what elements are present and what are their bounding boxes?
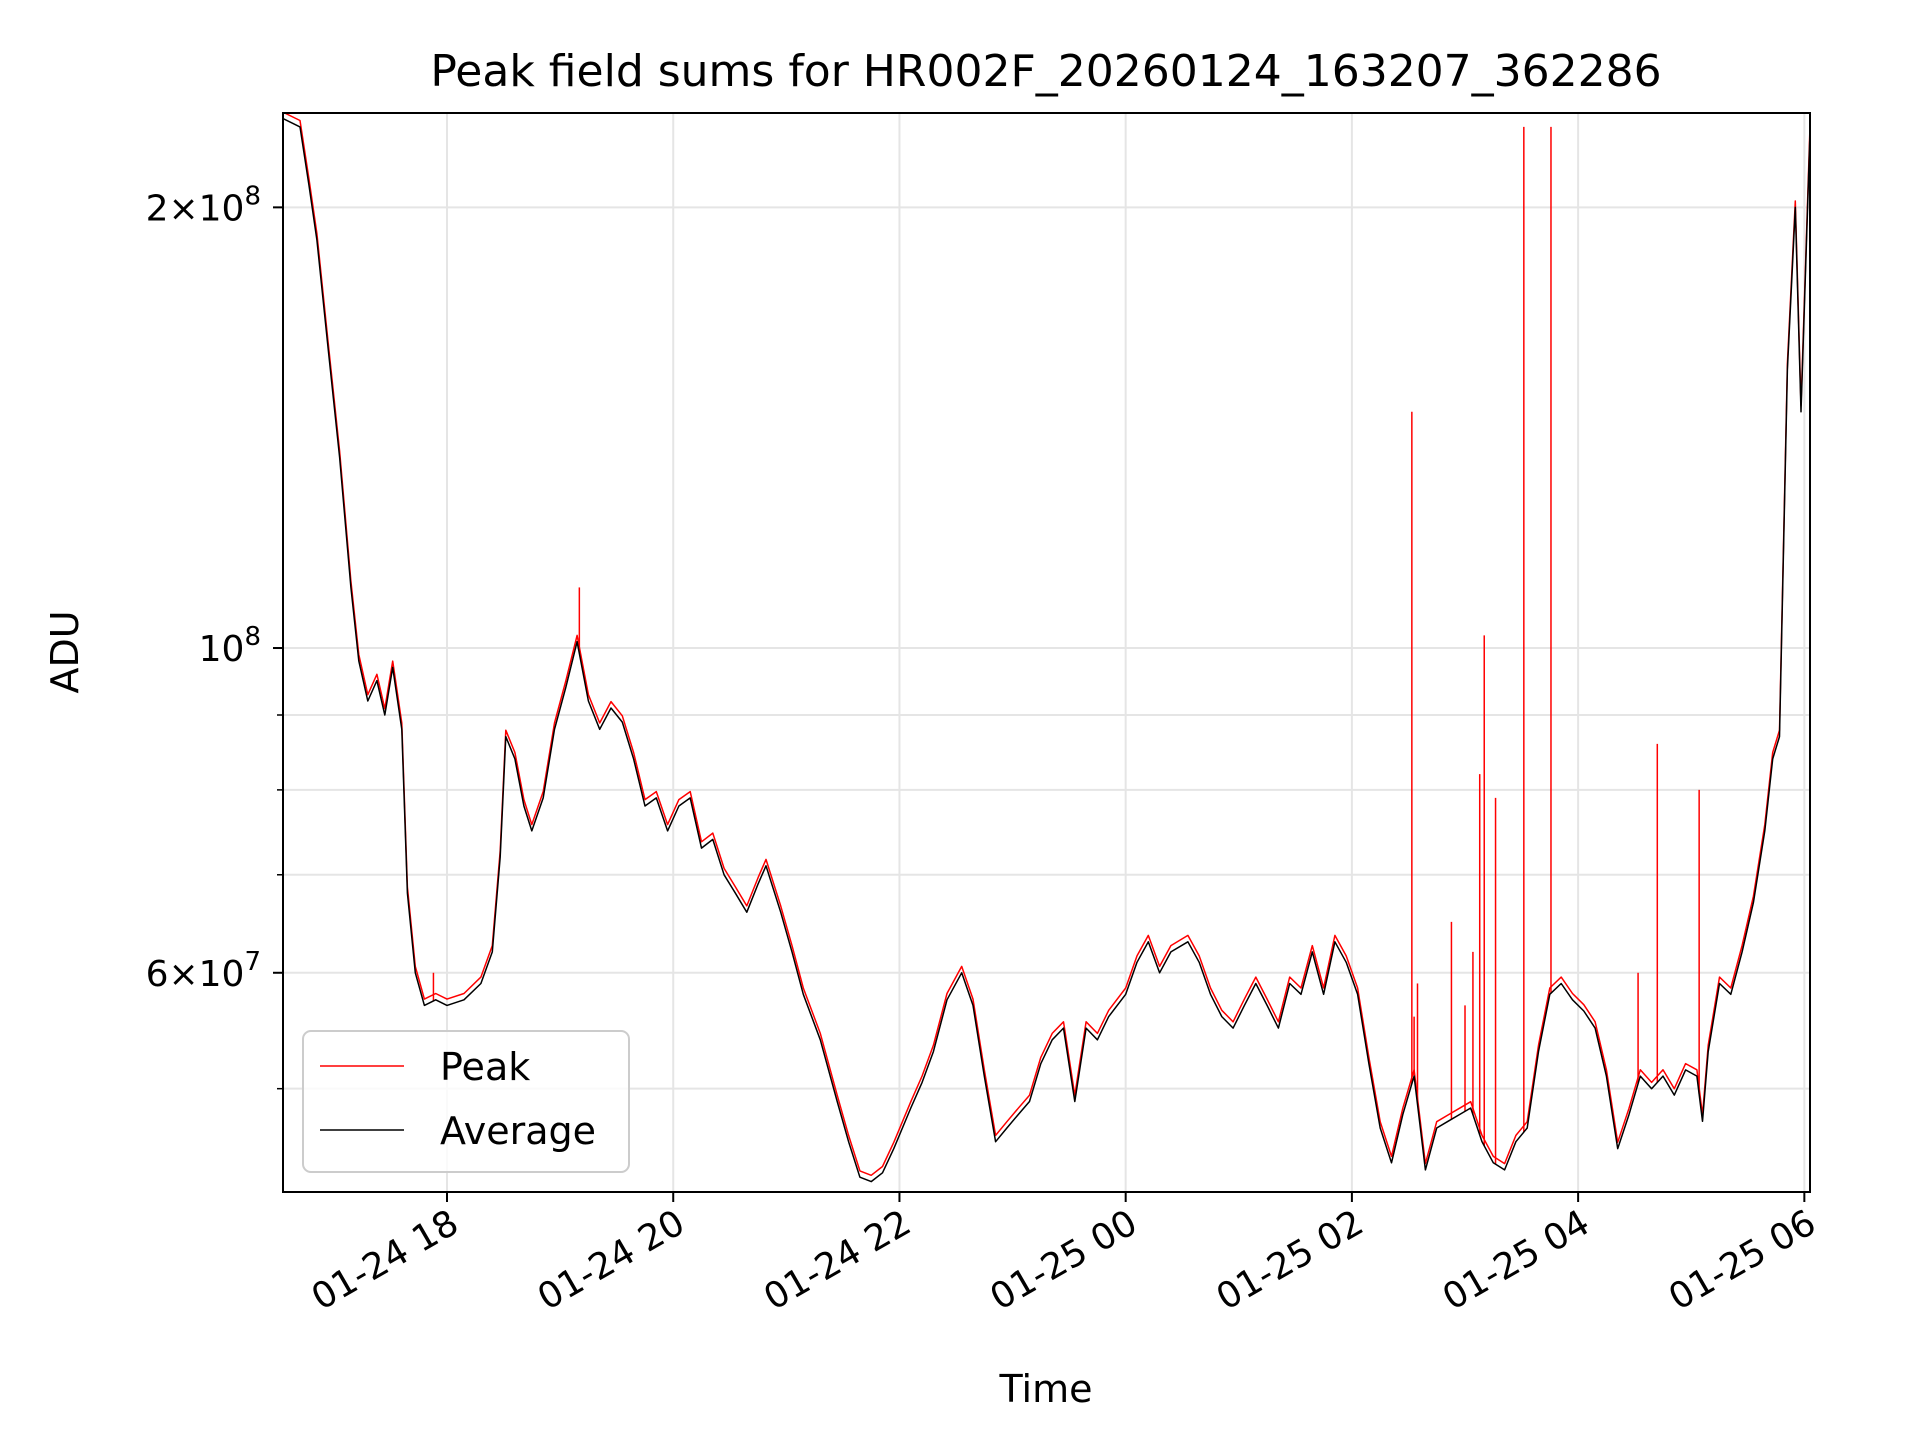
- y-tick-exponent: 8: [244, 181, 261, 211]
- y-tick-mantissa: 10: [199, 629, 245, 670]
- legend: Peak Average: [302, 1030, 630, 1173]
- y-tick-mantissa: 6×10: [146, 954, 245, 995]
- y-tick-exponent: 7: [244, 947, 261, 977]
- plot-frame: [282, 112, 1811, 1193]
- y-tick-exponent: 8: [244, 622, 261, 652]
- y-axis-label: ADU: [43, 610, 87, 693]
- grid: [283, 113, 1810, 1192]
- y-tick-mantissa: 2×10: [146, 188, 245, 229]
- legend-label-average: Average: [440, 1109, 596, 1153]
- series-line-peak: [283, 113, 1810, 1177]
- y-tick-label: 108: [199, 622, 261, 670]
- y-tick-label: 6×107: [146, 947, 261, 995]
- chart-title: Peak field sums for HR002F_20260124_1632…: [430, 46, 1661, 97]
- series-line-average: [283, 117, 1810, 1183]
- legend-label-peak: Peak: [440, 1045, 530, 1089]
- series-group: [283, 113, 1810, 1183]
- series-layer: [283, 113, 1810, 1183]
- x-axis-label: Time: [999, 1367, 1093, 1411]
- y-tick-label: 2×108: [146, 181, 261, 229]
